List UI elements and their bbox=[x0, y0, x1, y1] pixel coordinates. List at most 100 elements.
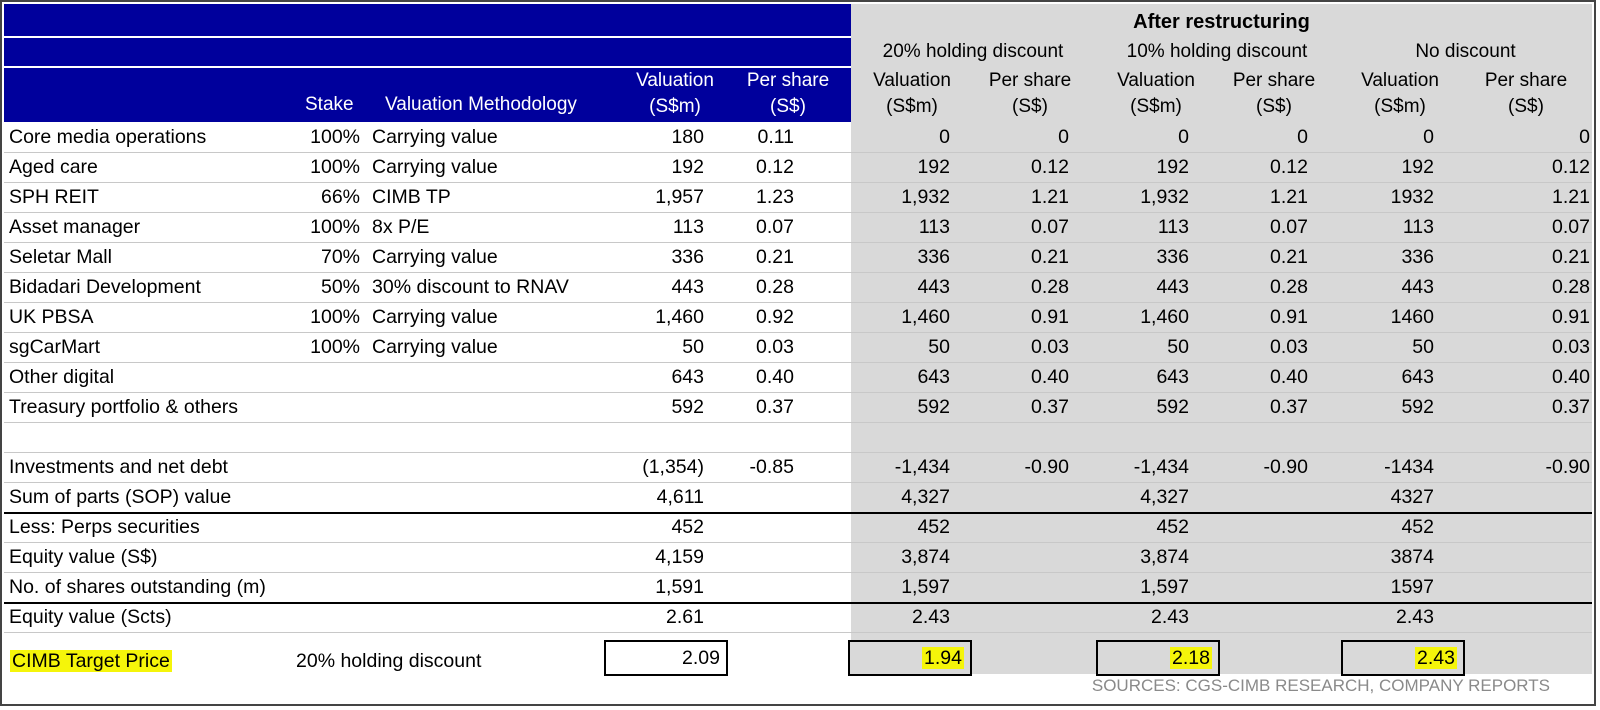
cell-label: sgCarMart bbox=[9, 336, 101, 358]
cell-v1: 1,597 bbox=[901, 576, 950, 598]
cell-p2: 0.91 bbox=[1270, 306, 1308, 328]
cell-label: UK PBSA bbox=[9, 306, 94, 328]
total-divider bbox=[4, 512, 1592, 514]
cell-label: Bidadari Development bbox=[9, 276, 201, 298]
target-value-none: 2.43 bbox=[1415, 647, 1457, 669]
cell-method bbox=[372, 542, 612, 572]
cell-p1 bbox=[964, 422, 1069, 452]
table-row: Equity value (Scts) 2.61 2.43 2.43 2.43 bbox=[4, 602, 1592, 632]
cell-stake bbox=[294, 572, 360, 602]
cell-v2 bbox=[1079, 422, 1189, 452]
cell-label: Investments and net debt bbox=[9, 456, 228, 478]
cell-stake: 100% bbox=[310, 306, 360, 328]
cell-v1: 643 bbox=[917, 366, 950, 388]
cell-v1: 113 bbox=[918, 216, 950, 238]
cell-stake: 100% bbox=[310, 156, 360, 178]
col-header-stake: Stake bbox=[305, 94, 354, 115]
cell-p2: 0.21 bbox=[1270, 246, 1308, 268]
cell-stake: 100% bbox=[310, 336, 360, 358]
cell-v1: -1,434 bbox=[894, 456, 950, 478]
cell-p0: 1.23 bbox=[756, 186, 794, 208]
cell-p2 bbox=[1204, 482, 1308, 512]
cell-method: Carrying value bbox=[372, 306, 498, 328]
col-header-pershare-0: Per share (S$) bbox=[746, 70, 830, 117]
col-header-method: Valuation Methodology bbox=[385, 94, 577, 115]
cell-v3: 50 bbox=[1412, 336, 1434, 358]
cell-p0: 0.92 bbox=[756, 306, 794, 328]
cell-p0 bbox=[704, 572, 794, 602]
cell-p0: 0.11 bbox=[757, 126, 794, 148]
cell-p3: 0.28 bbox=[1552, 276, 1590, 298]
cell-p3: 1.21 bbox=[1552, 186, 1590, 208]
cell-p1 bbox=[964, 482, 1069, 512]
total-divider bbox=[4, 602, 1592, 604]
table-row: Sum of parts (SOP) value 4,611 4,327 4,327 4… bbox=[4, 482, 1592, 512]
cell-label: Less: Perps securities bbox=[9, 516, 200, 538]
cell-v3: 1932 bbox=[1390, 186, 1434, 208]
cell-p2: 0.37 bbox=[1270, 396, 1308, 418]
table-row: Less: Perps securities 452 452 452 452 bbox=[4, 512, 1592, 542]
cell-v3: 643 bbox=[1401, 366, 1434, 388]
cell-p1: 0.28 bbox=[1031, 276, 1069, 298]
cell-p3 bbox=[1444, 482, 1590, 512]
col-header-pershare-1: Per share (S$) bbox=[988, 70, 1072, 117]
col-header-valuation-0: Valuation (S$m) bbox=[636, 70, 714, 117]
cell-p1 bbox=[964, 512, 1069, 542]
row-divider bbox=[4, 242, 1592, 243]
cell-p0 bbox=[704, 422, 794, 452]
table-row bbox=[4, 422, 1592, 452]
cell-method: Carrying value bbox=[372, 126, 498, 148]
cell-p3 bbox=[1444, 602, 1590, 632]
cell-v2: 2.43 bbox=[1151, 606, 1189, 628]
cell-p3: 0.12 bbox=[1552, 156, 1590, 178]
cell-p2: 0.28 bbox=[1270, 276, 1308, 298]
cell-v2: 643 bbox=[1156, 366, 1189, 388]
col-header-pershare-2: Per share (S$) bbox=[1232, 70, 1316, 117]
cell-v2: 336 bbox=[1156, 246, 1189, 268]
table-row: No. of shares outstanding (m) 1,591 1,597 1… bbox=[4, 572, 1592, 602]
cell-p1: -0.90 bbox=[1024, 456, 1069, 478]
cell-label: Aged care bbox=[9, 156, 98, 178]
cell-v3: 113 bbox=[1402, 216, 1434, 238]
cell-v1: 192 bbox=[917, 156, 950, 178]
cell-p3 bbox=[1444, 512, 1590, 542]
cell-v1: 2.43 bbox=[912, 606, 950, 628]
target-value-20: 1.94 bbox=[922, 647, 964, 669]
cell-p2: 0.03 bbox=[1270, 336, 1308, 358]
cell-v1: 1,460 bbox=[901, 306, 950, 328]
cell-label: Sum of parts (SOP) value bbox=[9, 486, 232, 508]
row-divider bbox=[4, 212, 1592, 213]
table-row: SPH REIT 66% CIMB TP 1,957 1.23 1,932 1.21 1,93… bbox=[4, 182, 1592, 212]
col-header-valuation-1: Valuation (S$m) bbox=[873, 70, 951, 117]
cell-v1: 452 bbox=[917, 516, 950, 538]
after-restructuring-shade bbox=[851, 4, 1592, 674]
cell-v3 bbox=[1324, 422, 1434, 452]
cell-p0 bbox=[704, 602, 794, 632]
cell-method: 30% discount to RNAV bbox=[372, 276, 569, 298]
cell-v1: 1,932 bbox=[901, 186, 950, 208]
cell-p1: 0.07 bbox=[1031, 216, 1069, 238]
cell-p0: 0.03 bbox=[756, 336, 794, 358]
cell-method bbox=[372, 392, 612, 422]
group-none-label: No discount bbox=[1415, 41, 1516, 62]
cell-stake: 50% bbox=[320, 276, 360, 298]
header-divider bbox=[4, 66, 851, 68]
header-divider bbox=[4, 36, 851, 38]
cell-p2 bbox=[1204, 512, 1308, 542]
cell-method: CIMB TP bbox=[372, 186, 451, 208]
cell-p3 bbox=[1444, 572, 1590, 602]
cell-p1: 0 bbox=[1058, 126, 1069, 148]
cell-p1: 0.03 bbox=[1031, 336, 1069, 358]
cell-v0: 1,460 bbox=[655, 306, 704, 328]
cell-v0: 1,957 bbox=[655, 186, 704, 208]
cell-v1: 50 bbox=[928, 336, 950, 358]
cell-v3: 3874 bbox=[1390, 546, 1434, 568]
cell-p3: 0.07 bbox=[1552, 216, 1590, 238]
cell-p2: 0.12 bbox=[1270, 156, 1308, 178]
cell-method: Carrying value bbox=[372, 336, 498, 358]
cell-p0 bbox=[704, 512, 794, 542]
cell-stake bbox=[294, 452, 360, 482]
cell-stake bbox=[294, 482, 360, 512]
cell-p3: 0.40 bbox=[1552, 366, 1590, 388]
cell-label: Core media operations bbox=[9, 126, 207, 148]
